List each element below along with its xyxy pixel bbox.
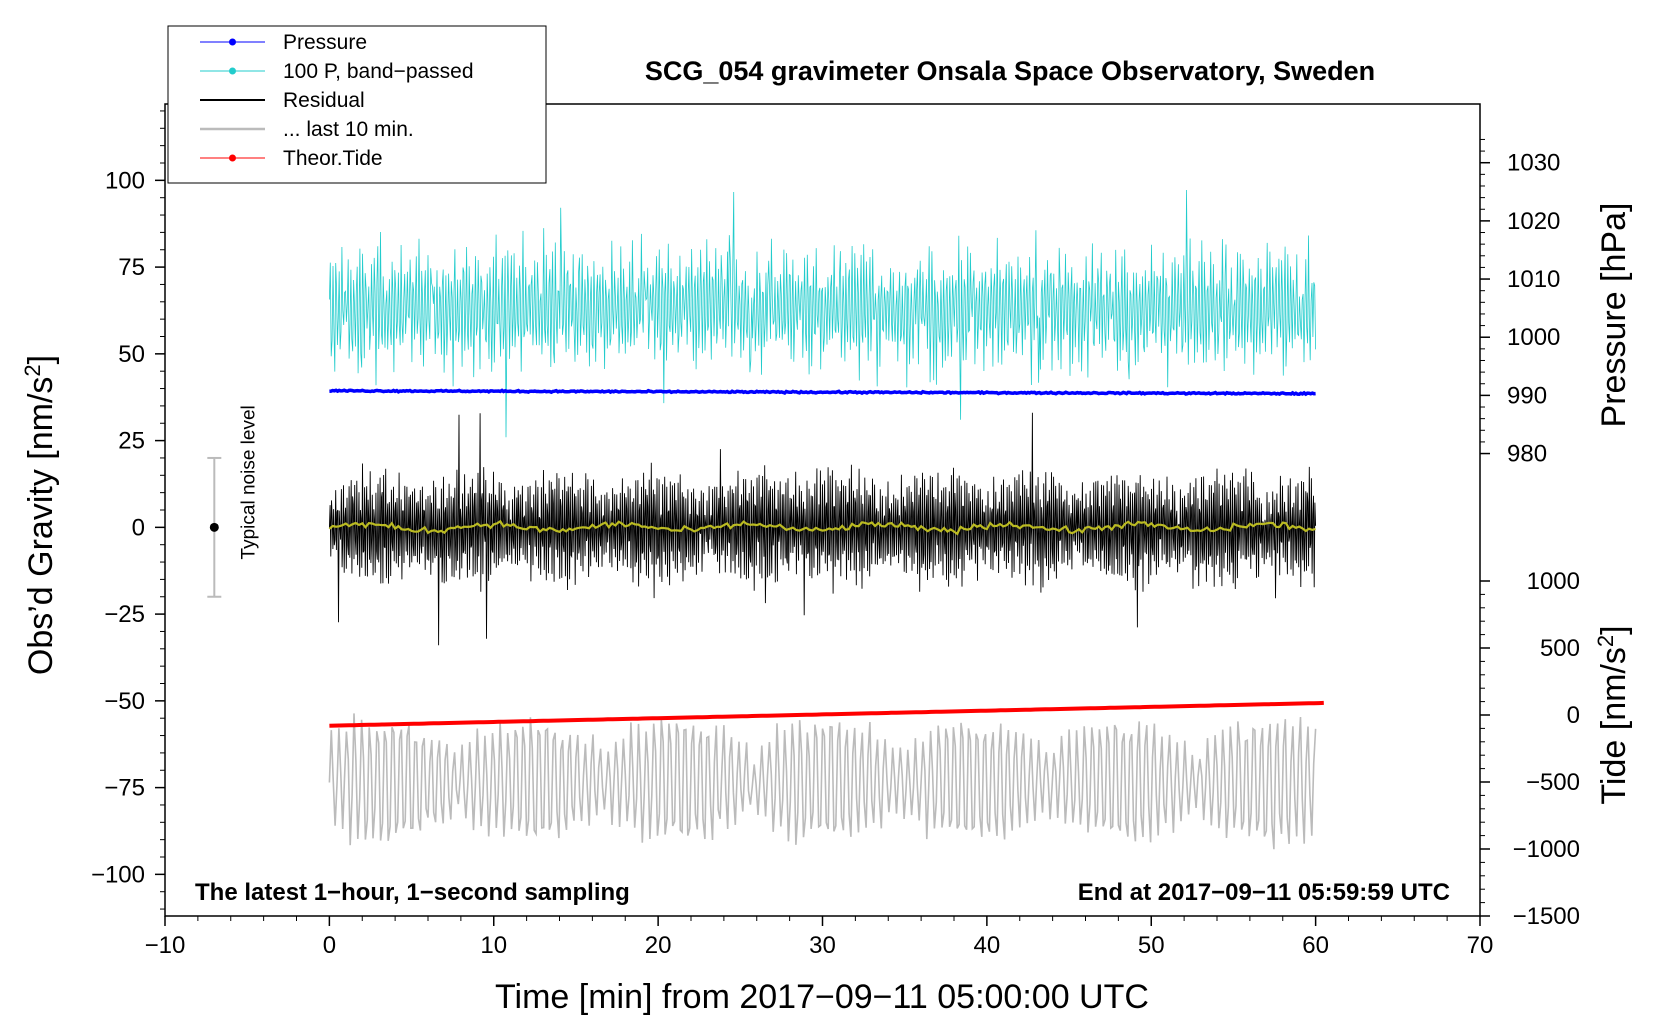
legend-label: Residual — [283, 89, 365, 112]
chart-title: SCG_054 gravimeter Onsala Space Observat… — [645, 56, 1375, 86]
y-tick-label-left: −50 — [104, 688, 145, 715]
legend: Pressure 100 P, band−passed Residual ... la… — [167, 25, 547, 184]
residual-series-line — [328, 412, 1317, 646]
y-axis-label-tide-close: ] — [1595, 625, 1633, 634]
y-axis-label-left-close: ] — [22, 355, 60, 364]
x-tick-label: 0 — [323, 932, 336, 959]
y-tick-label-left: 100 — [105, 167, 145, 194]
noise-level-label: Typical noise level — [238, 405, 259, 559]
y-axis-label-left-sup: 2 — [20, 364, 45, 376]
pressure-tick-label: 1010 — [1507, 266, 1560, 293]
x-tick-label: 20 — [645, 932, 672, 959]
tide-tick-label: −500 — [1526, 769, 1580, 796]
y-axis-label-tide-text: Tide [nm/s — [1595, 647, 1633, 804]
tide-tick-label: −1000 — [1513, 836, 1580, 863]
ticks-layer: −10 0 10 20 30 40 50 60 701007550250−25−50−75−10… — [91, 110, 1580, 959]
legend-label: Pressure — [283, 31, 367, 54]
x-tick-label: −10 — [145, 932, 186, 959]
legend-label: Theor.Tide — [283, 147, 383, 170]
y-axis-label-left: Obs’d Gravity [nm/s2] — [20, 355, 60, 675]
x-axis-label: Time [min] from 2017−09−11 05:00:00 UTC — [495, 978, 1149, 1016]
pressure-tick-label: 980 — [1507, 441, 1547, 468]
tide-tick-label: 500 — [1540, 635, 1580, 662]
pressure-series-line — [329, 388, 1316, 397]
y-tick-label-left: −75 — [104, 775, 145, 802]
bandpassed-series-line — [329, 189, 1316, 438]
last-10-min-series-line — [328, 713, 1317, 850]
tide-tick-label: 0 — [1567, 702, 1580, 729]
noise-bar-center-dot — [209, 522, 219, 532]
legend-swatch-marker — [229, 154, 236, 162]
y-axis-label-left-text: Obs’d Gravity [nm/s — [22, 377, 60, 676]
legend-label: 100 P, band−passed — [283, 60, 474, 83]
theoretical-tide-line — [329, 700, 1324, 728]
legend-swatch-marker — [229, 67, 236, 75]
x-tick-label: 50 — [1138, 932, 1165, 959]
pressure-tick-label: 1000 — [1507, 324, 1560, 351]
noise-level-indicator: Typical noise level — [207, 405, 259, 598]
legend-label: ... last 10 min. — [283, 118, 414, 141]
end-time-annotation: End at 2017−09−11 05:59:59 UTC — [1078, 879, 1450, 906]
y-tick-label-left: −25 — [104, 601, 145, 628]
tide-tick-label: −1500 — [1513, 903, 1580, 930]
pressure-tick-label: 1030 — [1507, 150, 1560, 177]
y-tick-label-left: −100 — [91, 861, 145, 888]
y-axis-label-tide-sup: 2 — [1593, 635, 1618, 647]
y-tick-label-left: 0 — [132, 514, 145, 541]
y-tick-label-left: 25 — [118, 428, 145, 455]
pressure-tick-label: 1020 — [1507, 208, 1560, 235]
y-axis-label-pressure: Pressure [hPa] — [1595, 203, 1633, 428]
y-tick-label-left: 50 — [118, 341, 145, 368]
sampling-annotation: The latest 1−hour, 1−second sampling — [195, 879, 630, 906]
x-tick-label: 70 — [1467, 932, 1494, 959]
tide-tick-label: 1000 — [1527, 568, 1580, 595]
y-axis-label-tide: Tide [nm/s2] — [1593, 625, 1633, 804]
series-layer — [328, 189, 1324, 850]
x-tick-label: 40 — [974, 932, 1001, 959]
x-tick-label: 10 — [480, 932, 507, 959]
residual-smoothed-line — [328, 519, 1316, 536]
legend-swatch-marker — [229, 38, 236, 46]
x-tick-label: 30 — [809, 932, 836, 959]
x-tick-label: 60 — [1302, 932, 1329, 959]
pressure-tick-label: 990 — [1507, 382, 1547, 409]
y-tick-label-left: 75 — [118, 254, 145, 281]
